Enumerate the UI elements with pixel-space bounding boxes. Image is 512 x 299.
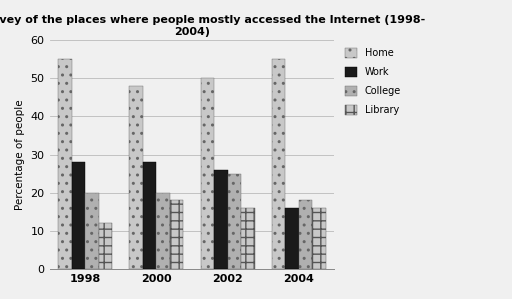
Bar: [99, 223, 112, 269]
Bar: [214, 170, 228, 269]
Bar: [143, 162, 156, 269]
Bar: [272, 59, 285, 269]
Bar: [170, 200, 183, 269]
Bar: [241, 208, 254, 269]
Title: UK survey of the places where people mostly accessed the Internet (1998-
2004): UK survey of the places where people mos…: [0, 15, 425, 36]
Bar: [130, 86, 143, 269]
Legend: Home, Work, College, Library: Home, Work, College, Library: [342, 45, 404, 118]
Bar: [72, 162, 85, 269]
Bar: [201, 78, 214, 269]
Y-axis label: Percentage of people: Percentage of people: [15, 99, 25, 210]
Bar: [156, 193, 170, 269]
Bar: [85, 193, 99, 269]
Bar: [58, 59, 72, 269]
Bar: [228, 174, 241, 269]
Bar: [285, 208, 299, 269]
Bar: [299, 200, 312, 269]
Bar: [312, 208, 326, 269]
